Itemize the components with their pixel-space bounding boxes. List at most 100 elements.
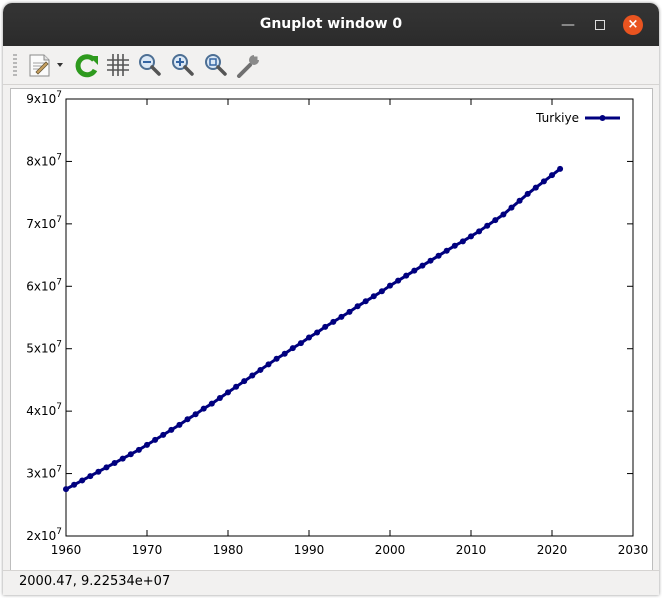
copy-to-clipboard-icon	[29, 54, 63, 77]
replot-icon	[75, 54, 98, 78]
y-tick-label: 6x107	[26, 277, 62, 293]
x-tick-label: 2020	[537, 543, 568, 557]
y-tick-label: 9x107	[26, 90, 62, 106]
close-icon: ×	[627, 17, 639, 32]
x-tick-label: 2000	[375, 543, 406, 557]
y-tick-label: 3x107	[26, 465, 62, 481]
options-button[interactable]	[235, 52, 263, 78]
plot-canvas[interactable]: 2x107 3x107 4x107 5x107 6x107 7x107 8x107 9x107…	[10, 88, 653, 571]
data-point	[314, 329, 321, 336]
data-point	[524, 190, 531, 197]
data-point	[435, 252, 442, 259]
y-tick-label: 8x107	[26, 152, 62, 168]
data-point	[306, 334, 312, 341]
data-point	[95, 468, 102, 475]
y-tick-label: 4x107	[26, 402, 62, 418]
status-bar: 2000.47, 9.22534e+07	[3, 570, 659, 595]
minimize-button[interactable]: —	[558, 15, 578, 35]
data-point	[192, 411, 199, 418]
maximize-button[interactable]	[590, 15, 610, 35]
data-point	[297, 340, 304, 347]
data-point	[79, 477, 86, 484]
y-tick-label: 2x107	[26, 527, 62, 543]
x-tick-label: 1970	[132, 543, 163, 557]
data-point	[241, 378, 248, 385]
data-point	[249, 372, 256, 379]
data-point	[168, 426, 175, 433]
data-point	[160, 431, 167, 438]
data-point	[208, 400, 215, 407]
data-point	[362, 298, 369, 305]
data-point	[71, 481, 78, 488]
zoom-fit-icon	[205, 54, 227, 76]
data-point	[500, 211, 507, 218]
data-point	[87, 473, 94, 480]
data-point	[378, 288, 385, 295]
window-title: Gnuplot window 0	[259, 16, 403, 32]
data-point	[111, 459, 118, 466]
close-button[interactable]: ×	[623, 15, 643, 35]
x-tick-label: 1990	[294, 543, 325, 557]
data-point	[346, 308, 353, 315]
data-point	[387, 282, 393, 289]
data-point	[354, 303, 361, 310]
data-point	[557, 165, 564, 172]
toolbar-grip-icon[interactable]	[13, 54, 17, 76]
data-point	[403, 272, 410, 279]
data-point	[395, 277, 402, 284]
data-point	[119, 455, 126, 462]
data-point	[370, 293, 377, 300]
data-point	[200, 405, 207, 412]
y-tick-label: 7x107	[26, 215, 62, 231]
data-point	[152, 436, 159, 443]
x-tick-label: 1960	[51, 543, 82, 557]
data-point	[508, 204, 515, 211]
legend-marker	[599, 115, 606, 121]
data-point	[549, 172, 555, 179]
data-point	[540, 178, 547, 185]
data-point	[459, 238, 466, 245]
minimize-icon: —	[561, 17, 575, 33]
data-point	[127, 451, 134, 458]
data-point	[63, 486, 69, 493]
data-point	[257, 366, 264, 373]
data-point	[338, 313, 345, 320]
data-point	[427, 257, 434, 264]
data-point	[176, 421, 183, 428]
zoom-fit-button[interactable]	[202, 52, 228, 78]
plot-border	[65, 98, 634, 537]
data-point	[216, 395, 223, 402]
x-tick-label: 1980	[213, 543, 244, 557]
gnuplot-window: Gnuplot window 0 — ×	[3, 3, 659, 595]
data-point	[233, 383, 240, 390]
data-point	[516, 197, 523, 204]
grid-button[interactable]	[105, 52, 131, 78]
zoom-in-button[interactable]	[169, 52, 195, 78]
data-point	[225, 389, 231, 396]
data-point	[451, 242, 458, 249]
data-point	[411, 267, 418, 274]
grid-icon	[107, 54, 129, 76]
replot-button[interactable]	[73, 52, 101, 78]
data-point	[289, 345, 296, 352]
data-point	[476, 228, 483, 235]
toolbar	[3, 46, 659, 85]
data-point	[135, 446, 142, 453]
zoom-out-button[interactable]	[136, 52, 162, 78]
data-point	[103, 464, 110, 471]
options-wrench-icon	[237, 53, 261, 78]
data-point	[492, 217, 499, 224]
zoom-in-icon	[172, 54, 194, 76]
data-point	[273, 355, 280, 362]
data-point	[265, 361, 272, 368]
x-tick-label: 2030	[618, 543, 649, 557]
copy-to-clipboard-button[interactable]	[25, 52, 69, 78]
data-point	[468, 233, 474, 240]
data-point	[184, 416, 191, 423]
title-bar[interactable]: Gnuplot window 0 — ×	[3, 3, 659, 46]
cursor-coordinates: 2000.47, 9.22534e+07	[19, 574, 171, 589]
series-line-turkiye	[65, 167, 562, 491]
data-point	[443, 247, 450, 254]
x-tick-label: 2010	[456, 543, 487, 557]
data-point	[532, 184, 539, 191]
